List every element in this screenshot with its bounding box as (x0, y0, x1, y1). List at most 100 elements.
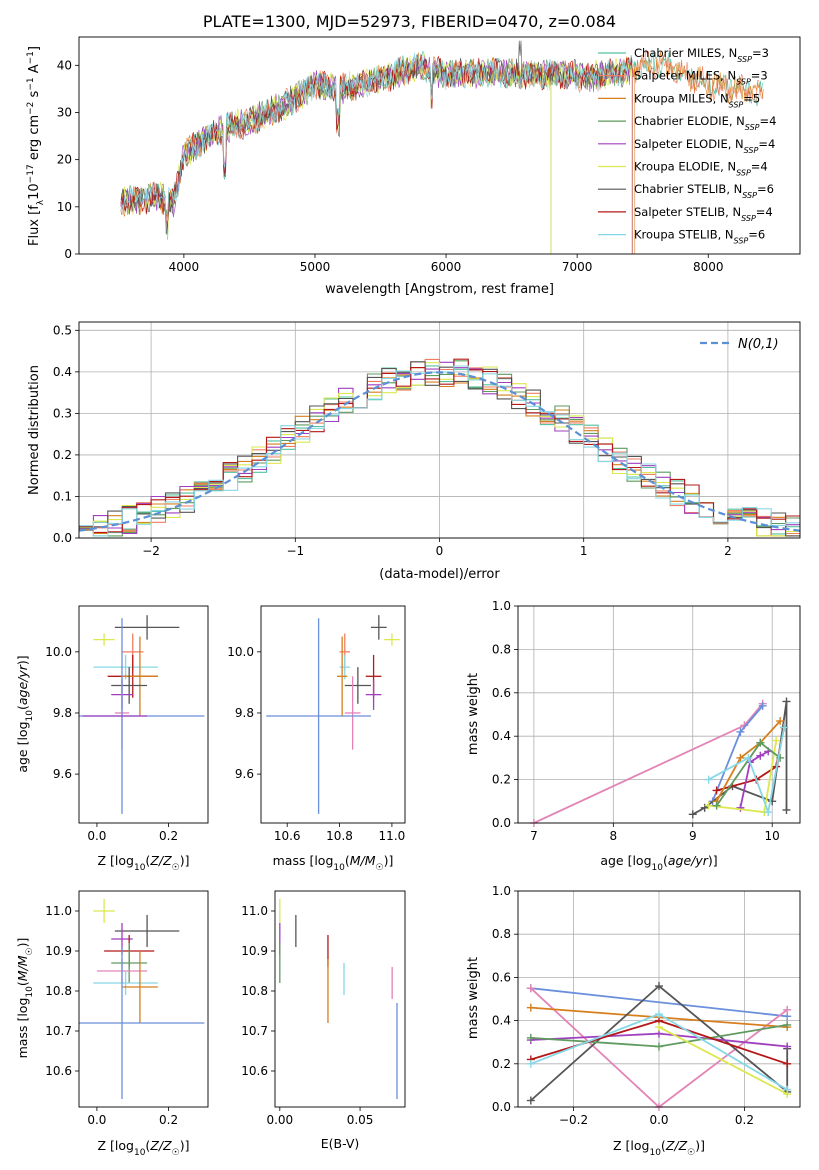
z-weight-xlabel: Z [log10(Z/Z☉)] (613, 1138, 705, 1158)
figure-title: PLATE=1300, MJD=52973, FIBERID=0470, z=0… (202, 12, 617, 31)
z-mass-xlabel-part: )] (180, 1138, 190, 1153)
legend-subscript: SSP (744, 145, 759, 154)
age-weight-marker (776, 717, 785, 726)
mass-age-ytick-label: 9.6 (235, 767, 254, 781)
z-weight-marker (783, 1042, 792, 1051)
residuals-ytick-label: 0.0 (53, 531, 72, 545)
spectrum-series-kroupa_stelib (120, 52, 633, 233)
age-weight-marker (736, 803, 745, 812)
z-mass-ylabel: mass [log10(M/M☉)] (15, 938, 35, 1059)
spectrum-ytick-label: 40 (57, 58, 72, 72)
z-weight-marker (783, 1020, 792, 1029)
age-weight-series-kroupa_miles (715, 720, 781, 802)
legend-subscript: SSP (745, 123, 760, 132)
z-age-ylabel-part: age/yr (15, 664, 30, 705)
legend-subscript: SSP (734, 236, 749, 245)
residuals-xlabel: (data-model)/error (379, 567, 500, 582)
z-weight-marker (526, 1096, 535, 1105)
mass-age-xlabel-part: mass [log (273, 853, 334, 868)
z-weight-xlabel-part: )] (695, 1138, 705, 1153)
age-weight-xtick-label: 9 (689, 829, 697, 843)
mass-age-frame (260, 605, 406, 824)
age-weight-xlabel: age [log10(age/yr)] (600, 853, 717, 873)
legend-label-kroupa_stelib: Kroupa STELIB, NSSP=6 (634, 228, 765, 246)
z-weight-marker (526, 984, 535, 993)
spectrum-ylabel-part: Flux [f (27, 205, 42, 246)
z-weight-xtick-label: 0.0 (649, 1113, 668, 1127)
age-weight-marker (782, 697, 791, 706)
spectrum-ytick-label: 20 (57, 153, 72, 167)
z-mass-axes: 0.0 0.2 10.6 10.7 10.8 10.9 11.0 (45, 904, 178, 1127)
residuals-ytick-label: 0.2 (53, 448, 72, 462)
spectrum-axes: 4000 5000 6000 7000 8000 0 10 20 30 40 (57, 58, 724, 274)
mass-age-xlabel-part: 10 (333, 863, 345, 873)
z-age-xtick-label: 0.2 (159, 829, 178, 843)
z-weight-xtick-label: −0.2 (559, 1113, 588, 1127)
z-weight-marker (783, 1059, 792, 1068)
age-weight-xlabel-part: age [log (600, 853, 651, 868)
mass-age-xlabel: mass [log10(M/M☉)] (273, 853, 394, 873)
ebv-mass-ytick-label: 11.0 (241, 904, 268, 918)
z-weight-series-chabrier_stelib (530, 984, 789, 1102)
z-mass-xlabel: Z [log10(Z/Z☉)] (98, 1138, 190, 1158)
legend-nssp: =5 (743, 91, 760, 105)
ebv-mass-xtick-label: 0.00 (266, 1113, 293, 1127)
z-age-ylabel-part: 10 (25, 710, 35, 722)
z-mass-ytick-label: 10.7 (45, 1024, 72, 1038)
age-weight-xtick-label: 10 (765, 829, 780, 843)
z-weight-xlabel-part: Z/Z (665, 1138, 688, 1153)
spectrum-ytick-label: 10 (57, 200, 72, 214)
residuals-ytick-label: 0.5 (53, 323, 72, 337)
z-weight-ylabel: mass weight (466, 957, 481, 1039)
age-weight-xlabel-part: 10 (652, 863, 664, 873)
z-mass-xlabel-part: Z [log (98, 1138, 134, 1153)
legend-label-kroupa_elodie: Kroupa ELODIE, NSSP=4 (634, 160, 768, 178)
z-mass-ylabel-part: mass [log (15, 998, 30, 1059)
age-weight-marker (758, 701, 767, 710)
mass-age-xlabel-part: ( (345, 853, 350, 868)
z-age-xlabel-part: )] (180, 853, 190, 868)
z-weight-xlabel-part: ☉ (687, 1148, 695, 1158)
age-weight-series-line_blue (711, 705, 764, 802)
age-weight-marker (782, 805, 791, 814)
z-weight-xlabel-part: ( (661, 1138, 666, 1153)
z-age-ytick-label: 9.6 (53, 767, 72, 781)
age-weight-marker (736, 727, 745, 736)
legend-nssp: =4 (758, 137, 775, 151)
mass-age-ytick-label: 9.8 (235, 706, 254, 720)
z-weight-xtick-label: 0.2 (735, 1113, 754, 1127)
spectrum-ylabel-part: erg cm (27, 115, 42, 164)
spectrum-ylabel-part: −1 (26, 77, 36, 90)
legend-nssp: =6 (748, 228, 765, 242)
z-weight-marker (655, 1023, 663, 1032)
z-age-xlabel-part: ☉ (172, 863, 180, 873)
ebv-mass-ytick-label: 10.6 (241, 1064, 268, 1078)
age-weight-ytick-label: 0.4 (492, 729, 511, 743)
z-mass-xlabel-part: ( (145, 1138, 150, 1153)
z-weight-xlabel-part: 10 (649, 1148, 661, 1158)
z-weight-axes: −0.2 0.0 0.2 0.0 0.2 0.4 0.6 0.8 1.0 (492, 884, 800, 1127)
z-age-ylabel-part: )] (15, 655, 30, 665)
spectrum-xtick-label: 6000 (431, 260, 462, 274)
z-weight-ytick-label: 0.6 (492, 970, 511, 984)
z-weight-marker (783, 1090, 792, 1099)
spectrum-xtick-label: 7000 (562, 260, 593, 274)
z-weight-ytick-label: 0.2 (492, 1057, 511, 1071)
legend-label-chabrier_miles: Chabrier MILES, NSSP=3 (634, 46, 769, 64)
legend-label-chabrier_stelib: Chabrier STELIB, NSSP=6 (634, 182, 774, 200)
age-weight-xlabel-part: age/yr (668, 853, 709, 868)
legend-nssp: =3 (752, 46, 769, 60)
spectrum-ylabel-part: A (27, 64, 42, 77)
age-weight-ytick-label: 0.0 (492, 816, 511, 830)
spectrum-ylabel-part: 10 (27, 183, 42, 200)
age-weight-frame (517, 605, 801, 824)
z-age-frame (78, 605, 209, 824)
age-weight-ytick-label: 0.8 (492, 642, 511, 656)
legend-subscript: SSP (737, 55, 752, 64)
age-weight-marker (772, 736, 781, 745)
ebv-mass-ytick-label: 10.7 (241, 1024, 268, 1038)
ebv-mass-axes: 0.00 0.05 10.6 10.7 10.8 10.9 11.0 (241, 904, 373, 1127)
z-weight-ytick-label: 0.4 (492, 1014, 511, 1028)
